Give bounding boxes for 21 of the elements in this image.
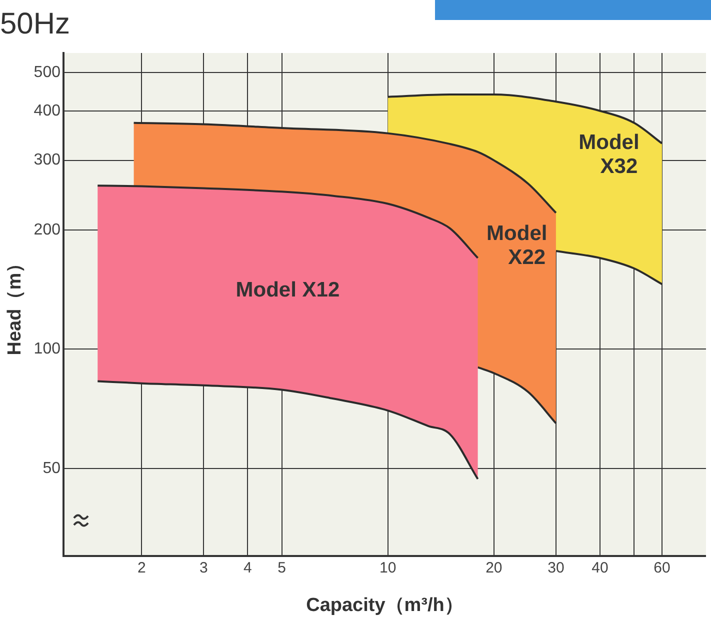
x-tick-label: 2 [137, 559, 146, 576]
x-tick-label: 60 [654, 559, 670, 576]
y-tick-label: 100 [34, 340, 61, 358]
y-tick-label: 300 [34, 152, 61, 169]
x-tick-label: 4 [244, 559, 252, 576]
y-tick-label: 500 [34, 64, 61, 81]
y-axis-title: Head（m） [4, 254, 26, 356]
x-tick-label: 3 [200, 559, 208, 576]
y-tick-label: 200 [34, 221, 61, 238]
x-tick-label: 30 [548, 559, 564, 576]
x-axis-title: Capacity（m³/h） [306, 594, 464, 616]
x-tick-label: 5 [278, 559, 286, 576]
x-tick-label: 40 [592, 559, 608, 576]
y-tick-label: 50 [42, 460, 61, 477]
x-tick-label: 10 [380, 559, 396, 576]
series-label: Model X12 [236, 278, 340, 302]
series-label: Model X22 [486, 222, 548, 269]
series-label: Model X32 [578, 130, 640, 178]
y-tick-label: 400 [34, 102, 61, 120]
x-tick-label: 20 [486, 559, 502, 576]
chart-title: 50Hz [0, 7, 70, 40]
